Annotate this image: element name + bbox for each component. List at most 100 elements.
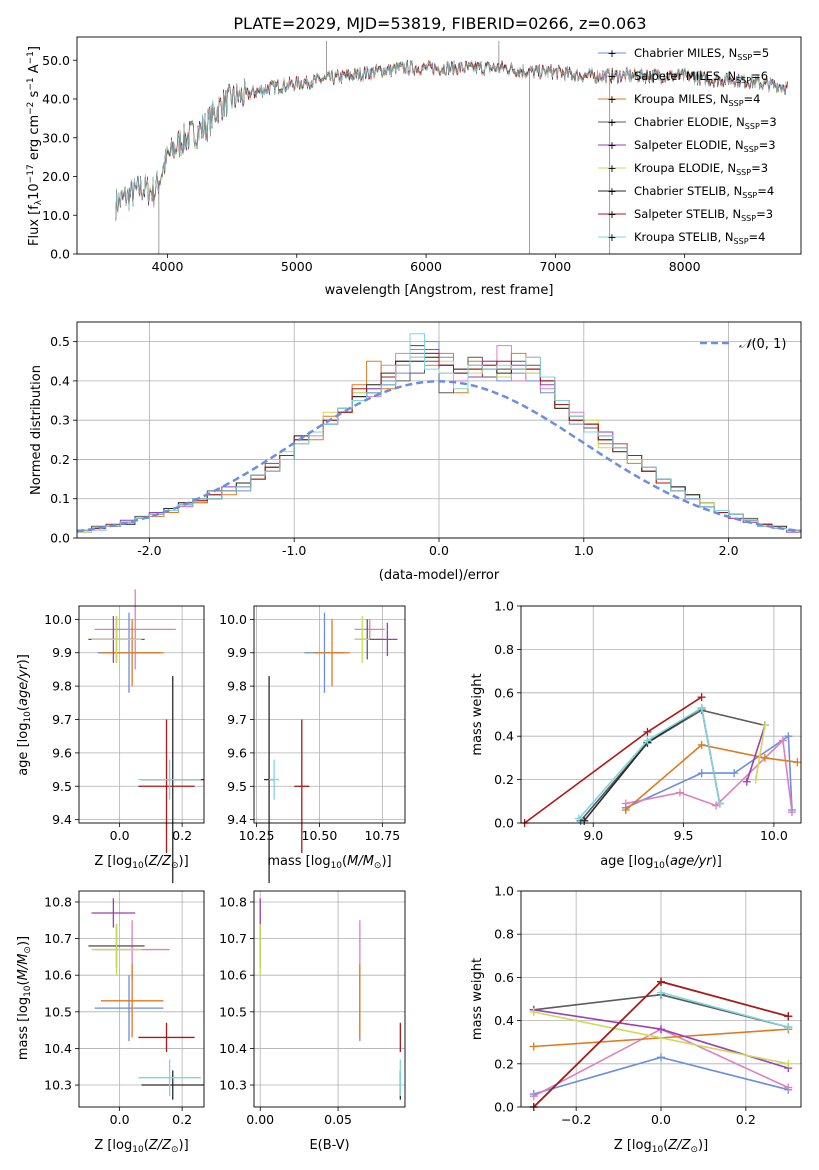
x-axis-label: Z [log10(Z/Z⊙)] — [94, 1138, 188, 1155]
y-tick-label: 10.5 — [219, 1004, 247, 1019]
weight-marker — [574, 814, 583, 823]
weight-series — [580, 703, 724, 825]
axes-frame — [78, 890, 205, 1108]
legend-marker: + — [607, 70, 616, 83]
errorbar-point — [100, 964, 164, 1038]
weight-marker — [675, 788, 684, 797]
legend-marker: + — [607, 47, 616, 60]
y-tick-label: 9.4 — [52, 812, 72, 827]
y-tick-label: 10.3 — [44, 1078, 72, 1093]
y-tick-label: 40.0 — [42, 92, 70, 107]
y-tick-label: 0.6 — [494, 685, 514, 700]
weight-marker — [697, 740, 706, 749]
y-axis-label: mass weight — [470, 673, 485, 755]
residuals-legend: 𝒩(0, 1) — [700, 337, 786, 352]
y-tick-label: 10.7 — [44, 931, 72, 946]
x-tick-label: 10.75 — [364, 828, 400, 843]
weight-marker — [529, 1007, 538, 1016]
legend-label: Salpeter STELIB, NSSP=3 — [634, 207, 773, 223]
y-tick-label: 50.0 — [42, 53, 70, 68]
weight-marker — [657, 988, 665, 997]
x-tick-label: 7000 — [539, 259, 571, 274]
legend-label: Kroupa ELODIE, NSSP=3 — [634, 161, 768, 177]
legend-label: Chabrier ELODIE, NSSP=3 — [634, 115, 777, 131]
x-tick-label: 0.05 — [324, 1112, 352, 1127]
weight-marker — [784, 1059, 793, 1068]
legend-label: Kroupa STELIB, NSSP=4 — [634, 230, 765, 246]
y-tick-label: 0.4 — [494, 1013, 514, 1028]
weight-series — [576, 706, 769, 825]
mass_vs_z-panel: 0.0 0.2 10.3 10.4 10.5 10.6 10.7 10.8 Z [log10(Z… — [16, 890, 205, 1155]
weight-series — [657, 988, 793, 1032]
x-tick-label: 10.50 — [302, 828, 338, 843]
errorbar-point — [269, 759, 280, 800]
errorbar-point — [91, 616, 142, 663]
y-tick-label: 0.0 — [494, 1100, 514, 1115]
weight-series — [621, 740, 802, 814]
errorbar-point — [94, 975, 164, 1042]
errorbar-point — [91, 923, 142, 976]
weight-marker — [751, 775, 760, 784]
legend-marker: + — [607, 116, 616, 129]
legend-label: Kroupa MILES, NSSP=4 — [634, 92, 760, 108]
y-tick-label: 9.9 — [227, 645, 247, 660]
weight-line — [579, 709, 766, 822]
legend-marker: + — [607, 162, 616, 175]
y-tick-label: 10.5 — [44, 1004, 72, 1019]
weight-marker — [784, 1023, 793, 1032]
weight-marker — [793, 758, 802, 767]
x-tick-label: 9.0 — [583, 828, 603, 843]
weight-line — [625, 744, 798, 811]
y-tick-label: 9.5 — [227, 779, 247, 794]
weight-marker — [580, 816, 589, 825]
errorbar-point — [138, 1059, 201, 1097]
y-axis-label: mass weight — [470, 958, 485, 1040]
y-tick-label: 1.0 — [494, 884, 514, 899]
legend-label: Salpeter ELODIE, NSSP=3 — [634, 138, 776, 154]
x-axis-label: age [log10(age/yr)] — [600, 854, 722, 871]
y-tick-label: 10.8 — [44, 894, 72, 909]
weight-marker — [697, 769, 706, 778]
weight-marker — [529, 1042, 538, 1051]
weight-marker — [643, 736, 652, 745]
weight-marker — [760, 721, 769, 730]
y-tick-label: 0.2 — [494, 772, 514, 787]
x-tick-label: 10.0 — [760, 828, 788, 843]
y-tick-label: 10.6 — [44, 968, 72, 983]
y-tick-label: 9.9 — [52, 645, 72, 660]
x-tick-label: 0.0 — [110, 828, 130, 843]
y-tick-label: 9.7 — [52, 712, 72, 727]
axes-frame — [76, 321, 802, 539]
axes-frame — [253, 605, 406, 824]
axes-frame — [520, 605, 802, 824]
y-tick-label: 0.4 — [50, 373, 70, 388]
y-tick-label: 9.4 — [227, 812, 247, 827]
x-tick-label: 10.25 — [239, 828, 275, 843]
weight-series — [520, 693, 706, 827]
y-tick-label: 9.6 — [227, 745, 247, 760]
weight-marker — [657, 1053, 665, 1062]
legend-entry: + Kroupa MILES, NSSP=4 — [598, 92, 760, 108]
weight-marker — [787, 808, 796, 817]
x-tick-label: 0.2 — [736, 1112, 756, 1127]
x-tick-label: −0.2 — [561, 1112, 591, 1127]
y-tick-label: 0.5 — [50, 334, 70, 349]
weight-marker — [697, 693, 706, 702]
weight-line — [755, 725, 766, 780]
x-tick-label: 8000 — [669, 259, 701, 274]
x-tick-label: 9.5 — [674, 828, 694, 843]
x-tick-label: -2.0 — [137, 543, 161, 558]
y-tick-label: 20.0 — [42, 169, 70, 184]
axes-frame — [78, 605, 205, 824]
legend-marker: + — [607, 231, 616, 244]
errorbar-point — [138, 759, 201, 800]
y-tick-label: 0.0 — [494, 816, 514, 831]
y-tick-label: 0.6 — [494, 970, 514, 985]
y-tick-label: 0.8 — [494, 927, 514, 942]
legend-entry: + Salpeter ELODIE, NSSP=3 — [598, 138, 776, 154]
y-axis-label: Flux [fλ10−17 erg cm−2 s−1 A−1] — [26, 46, 44, 246]
weight-marker — [621, 805, 630, 814]
x-tick-label: 4000 — [152, 259, 184, 274]
weight-series — [751, 721, 769, 784]
